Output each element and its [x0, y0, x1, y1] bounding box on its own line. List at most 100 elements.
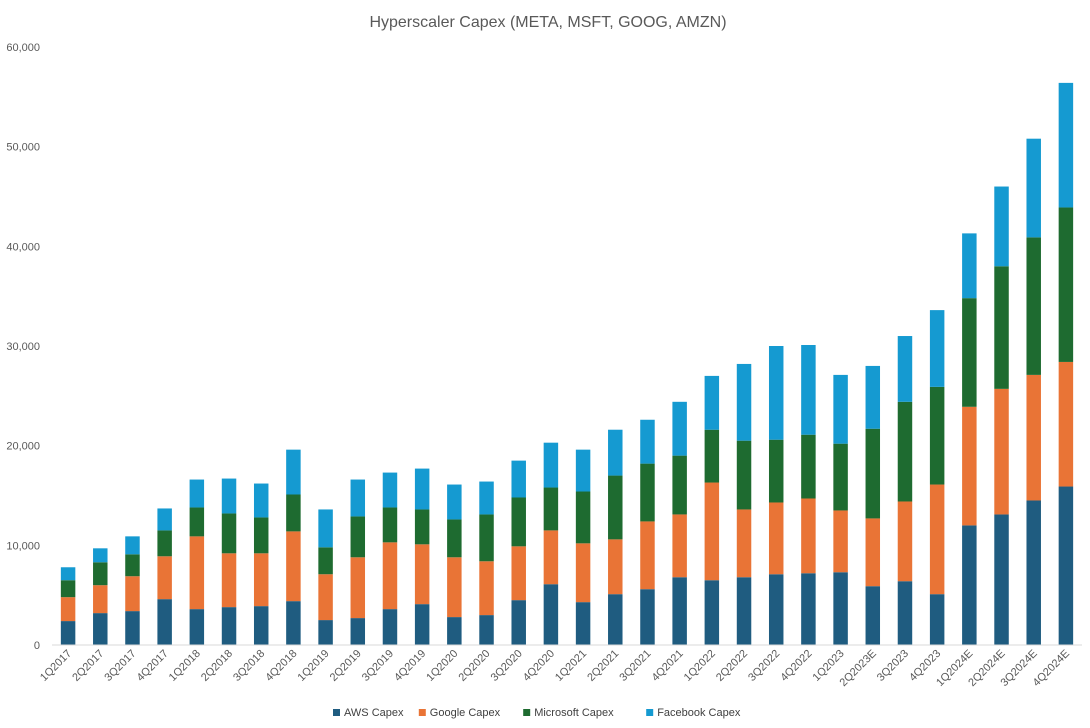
bar-segment — [736, 363, 752, 441]
x-tick-label: 1Q2019 — [296, 648, 332, 684]
bar-segment — [543, 442, 559, 488]
bar-segment — [1026, 138, 1041, 238]
bar-segment — [962, 298, 977, 407]
bar-segment — [447, 519, 462, 558]
bar-segment — [479, 514, 494, 562]
bar-segment — [672, 577, 687, 645]
bar-segment — [382, 609, 398, 645]
bar-segment — [575, 491, 591, 544]
legend-item: Facebook Capex — [646, 707, 741, 719]
bar-segment — [801, 434, 816, 499]
bar-segment — [60, 567, 76, 581]
bar-segment — [543, 487, 559, 531]
bar-segment — [447, 557, 462, 618]
bar-segment — [221, 478, 237, 514]
x-tick-label: 2Q2020 — [456, 648, 492, 684]
x-tick-label: 3Q2021 — [617, 648, 653, 684]
x-tick-label: 4Q2021 — [650, 648, 686, 684]
bar-segment — [350, 618, 366, 645]
bar-segment — [318, 620, 333, 645]
bar-segment — [1026, 237, 1041, 375]
bar-segment — [382, 472, 398, 508]
y-tick-label: 0 — [34, 640, 40, 652]
bar-segment — [414, 544, 430, 605]
bar-segment — [994, 388, 1009, 515]
bar-segment — [865, 518, 881, 587]
bar-segment — [157, 508, 172, 531]
legend-swatch — [646, 709, 654, 716]
x-tick-label: 3Q2023 — [875, 648, 911, 684]
bar-segment — [768, 346, 784, 440]
bar-segment — [318, 574, 333, 621]
x-tick-label: 2Q2021 — [585, 648, 621, 684]
bar-segment — [350, 516, 366, 558]
x-tick-label: 2Q2018 — [199, 648, 235, 684]
bar-segment — [672, 455, 687, 515]
bar-segment — [60, 621, 76, 645]
bar-segment — [221, 553, 237, 608]
bar-segment — [801, 345, 816, 435]
bar-segment — [608, 594, 623, 645]
bar-segment — [221, 607, 237, 645]
bar-segment — [318, 547, 333, 575]
bar-segment — [833, 572, 848, 645]
bar-segment — [736, 509, 752, 578]
legend-swatch — [333, 709, 340, 716]
x-tick-label: 4Q2018 — [263, 648, 299, 684]
bar-segment — [865, 428, 881, 519]
bar-segment — [479, 615, 494, 645]
legend-swatch — [418, 709, 426, 716]
bar-segment — [350, 479, 366, 517]
x-tick-label: 1Q2021 — [553, 648, 589, 684]
x-tick-label: 2Q2022 — [714, 648, 750, 684]
bar-segment — [994, 266, 1009, 389]
x-tick-label: 4Q2020 — [521, 648, 557, 684]
bar-segment — [640, 521, 655, 590]
bar-segment — [60, 580, 76, 598]
legend-label: AWS Capex — [344, 707, 404, 719]
bar-segment — [253, 517, 269, 554]
bar-segment — [1058, 361, 1074, 487]
bar-segment — [640, 419, 655, 464]
bar-segment — [286, 531, 301, 602]
bar-segment — [93, 585, 108, 614]
y-tick-label: 60,000 — [6, 42, 40, 54]
bar-segment — [768, 502, 784, 575]
bar-segment — [157, 556, 172, 600]
bar-segment — [672, 514, 687, 578]
bar-segment — [704, 580, 720, 645]
bar-segment — [286, 601, 301, 645]
bar-segment — [929, 310, 945, 387]
bar-segment — [768, 439, 784, 503]
x-tick-label: 1Q2022 — [682, 648, 718, 684]
bar-segment — [833, 443, 848, 511]
bar-segment — [189, 609, 205, 645]
bar-segment — [833, 374, 848, 444]
y-tick-label: 50,000 — [6, 142, 40, 154]
bar-segment — [414, 604, 430, 645]
bar-segment — [189, 479, 205, 508]
bar-segment — [286, 449, 301, 495]
bar-segment — [286, 494, 301, 532]
bar-segment — [801, 498, 816, 574]
bar-segment — [382, 507, 398, 543]
bar-segment — [253, 606, 269, 645]
x-tick-label: 1Q2018 — [167, 648, 203, 684]
bar-segment — [221, 513, 237, 554]
x-tick-label: 4Q2022 — [778, 648, 814, 684]
bar-segment — [414, 468, 430, 510]
legend-swatch — [523, 709, 531, 716]
bar-segment — [125, 611, 140, 645]
legend-item: Microsoft Capex — [523, 707, 614, 719]
bar-segment — [929, 594, 945, 645]
x-tick-label: 1Q2017 — [38, 648, 74, 684]
bar-segment — [865, 586, 881, 645]
bar-segment — [253, 553, 269, 607]
bar-segment — [736, 577, 752, 645]
legend-label: Google Capex — [430, 707, 501, 719]
bar-segment — [93, 548, 108, 563]
y-axis: 0 10,000 20,000 30,000 40,000 50,000 60,000 — [6, 42, 40, 652]
chart-title: Hyperscaler Capex (META, MSFT, GOOG, AMZ… — [369, 14, 726, 31]
bar-segment — [736, 440, 752, 510]
bar-segment — [511, 497, 526, 547]
